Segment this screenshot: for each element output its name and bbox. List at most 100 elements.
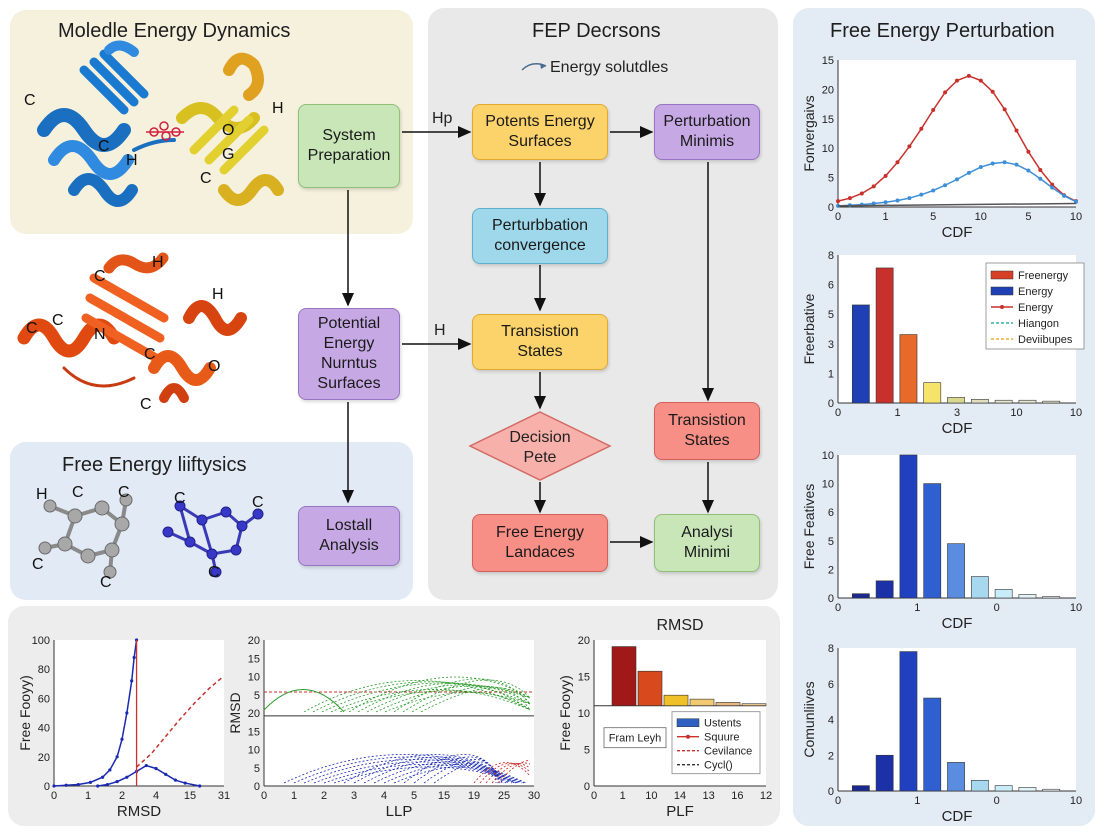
y-tick-label: 5 [584, 745, 590, 757]
y-tick-label: 20 [248, 708, 260, 720]
x-tick-label: 0 [994, 795, 1000, 807]
x-tick-label: 5 [1025, 211, 1031, 223]
x-tick-label: 1 [894, 407, 900, 419]
series-line-reddash [136, 677, 223, 768]
data-point [990, 89, 995, 94]
node-perturbation-minimis[interactable]: Perturbation Minimis [654, 104, 760, 160]
inset-text: Fram Leyh [609, 733, 662, 745]
node-lostall-analysis[interactable]: Lostall Analysis [298, 506, 400, 566]
bar [689, 698, 715, 706]
bar [923, 483, 942, 599]
y-tick-label: 3 [828, 339, 834, 351]
node-decision-label: Decision Pete [509, 429, 571, 466]
data-point [978, 78, 983, 83]
plot-area [264, 640, 534, 786]
series-line-green [411, 686, 531, 713]
node-decision-diamond[interactable] [468, 410, 612, 482]
data-point [871, 201, 876, 206]
x-tick-label: 0 [261, 790, 267, 802]
series-line-green [366, 684, 531, 713]
mol1-atom-4: H [272, 100, 284, 117]
mol1-atom-3: H [126, 152, 138, 169]
series-line-red [497, 759, 531, 784]
x-tick-label: 0 [835, 602, 841, 614]
data-point [132, 655, 136, 660]
x-tick-label: 1 [85, 790, 91, 802]
x-tick-label: 15 [438, 790, 450, 802]
x-tick-label: 0 [51, 790, 57, 802]
node-system-preparation[interactable]: System Preparation [298, 104, 400, 188]
data-point [1038, 176, 1043, 181]
y-tick-label: 0 [828, 202, 834, 214]
y-tick-label: 5 [828, 309, 834, 321]
mol3-atom-5: C [100, 574, 112, 591]
data-point [164, 772, 168, 776]
legend-label: Deviibupes [1018, 334, 1073, 346]
x-tick-label: 0 [835, 407, 841, 419]
bar [1018, 594, 1037, 599]
data-point [125, 775, 129, 779]
y-tick-label: 5 [828, 173, 834, 185]
data-point [955, 177, 959, 182]
molecule-ball-stick-illustration [38, 493, 264, 579]
node-transition-states-right[interactable]: Transistion States [654, 402, 760, 460]
y-tick-label: 0 [828, 593, 834, 605]
x-tick-label: 10 [1070, 795, 1082, 807]
x-tick-label: 1 [914, 602, 920, 614]
legend-swatch [990, 270, 1014, 280]
bar [851, 785, 870, 792]
x-tick-label: 1 [291, 790, 297, 802]
series-line-red [491, 762, 531, 784]
mol1-atom-2: C [98, 138, 110, 155]
node-analysi-minimi[interactable]: Analysi Minimi [654, 514, 760, 572]
bar [947, 762, 965, 792]
series-line-green [420, 687, 531, 713]
data-point [1050, 185, 1055, 190]
chart-title: RMSD [656, 617, 703, 634]
x-tick-label: 0 [835, 211, 841, 223]
series-line-gray [837, 202, 1077, 207]
bar [715, 702, 741, 707]
data-point [183, 781, 187, 785]
node-transition-states-mid[interactable]: Transistion States [472, 314, 608, 370]
series-line-green [339, 690, 531, 713]
legend-label: Energy [1018, 302, 1053, 314]
series-line-blue [363, 759, 511, 784]
legend-label: Freenergy [1018, 270, 1069, 282]
mol3-atom-6: C [174, 490, 186, 507]
series-line-blue [373, 761, 509, 784]
data-point [108, 768, 112, 772]
y-axis-label: Freerbative [801, 293, 817, 364]
series-line-red [485, 763, 531, 784]
data-point [130, 679, 134, 683]
y-axis-label: Free Fooyy) [557, 675, 573, 750]
data-point [76, 782, 80, 787]
series-line-blue [413, 756, 501, 784]
data-point [1014, 162, 1019, 167]
series-line-blue [313, 761, 521, 784]
mol3-atom-1: H [36, 486, 48, 503]
fep-legend-arrow-icon [521, 63, 547, 71]
data-point [859, 191, 864, 196]
node-potential-energy-surfaces[interactable]: Potential Energy Nurntus Surfaces [298, 308, 400, 400]
node-potents-energy-surfaces[interactable]: Potents Energy Surfaces [472, 104, 608, 160]
node-free-energy-landaces[interactable]: Free Energy Landaces [472, 514, 608, 572]
x-tick-label: 19 [468, 790, 480, 802]
node-perturbation-convergence[interactable]: Perturbbation convergence [472, 208, 608, 264]
x-tick-label: 1 [620, 790, 626, 802]
series-line-blue [433, 761, 497, 784]
bar [741, 703, 767, 706]
data-point [907, 196, 912, 201]
y-tick-label: 15 [822, 114, 834, 126]
mol1-atom-6: G [222, 146, 235, 163]
bar [851, 593, 870, 599]
legend-marker [686, 734, 690, 739]
y-tick-label: 0 [828, 398, 834, 410]
x-tick-label: 30 [528, 790, 540, 802]
plot-area [54, 640, 224, 786]
y-tick-label: 10 [248, 672, 260, 684]
data-point [1002, 107, 1007, 112]
series-line-green [312, 681, 531, 713]
